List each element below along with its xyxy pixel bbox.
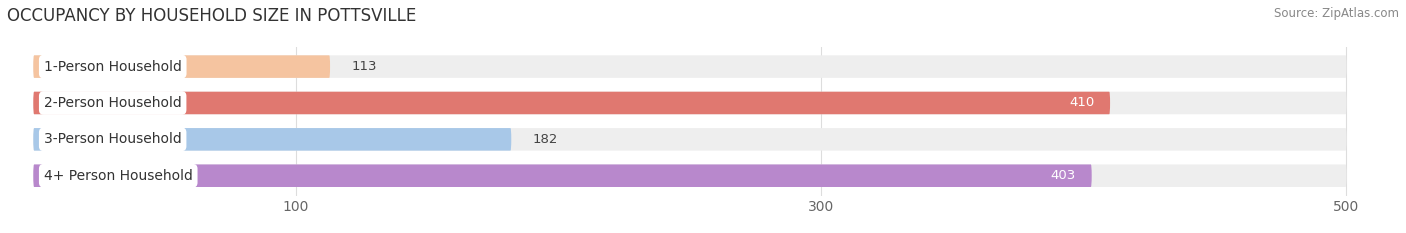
FancyBboxPatch shape — [34, 92, 1347, 114]
FancyBboxPatch shape — [34, 55, 330, 78]
Text: 2-Person Household: 2-Person Household — [44, 96, 181, 110]
Text: Source: ZipAtlas.com: Source: ZipAtlas.com — [1274, 7, 1399, 20]
FancyBboxPatch shape — [34, 164, 1347, 187]
FancyBboxPatch shape — [34, 92, 1111, 114]
Text: 1-Person Household: 1-Person Household — [44, 60, 181, 74]
Text: 3-Person Household: 3-Person Household — [44, 132, 181, 146]
FancyBboxPatch shape — [34, 128, 1347, 151]
FancyBboxPatch shape — [34, 128, 512, 151]
FancyBboxPatch shape — [34, 164, 1091, 187]
Text: 4+ Person Household: 4+ Person Household — [44, 169, 193, 183]
Text: 403: 403 — [1050, 169, 1076, 182]
Text: OCCUPANCY BY HOUSEHOLD SIZE IN POTTSVILLE: OCCUPANCY BY HOUSEHOLD SIZE IN POTTSVILL… — [7, 7, 416, 25]
Text: 182: 182 — [533, 133, 558, 146]
FancyBboxPatch shape — [34, 55, 1347, 78]
Text: 113: 113 — [352, 60, 377, 73]
Text: 410: 410 — [1069, 96, 1094, 110]
